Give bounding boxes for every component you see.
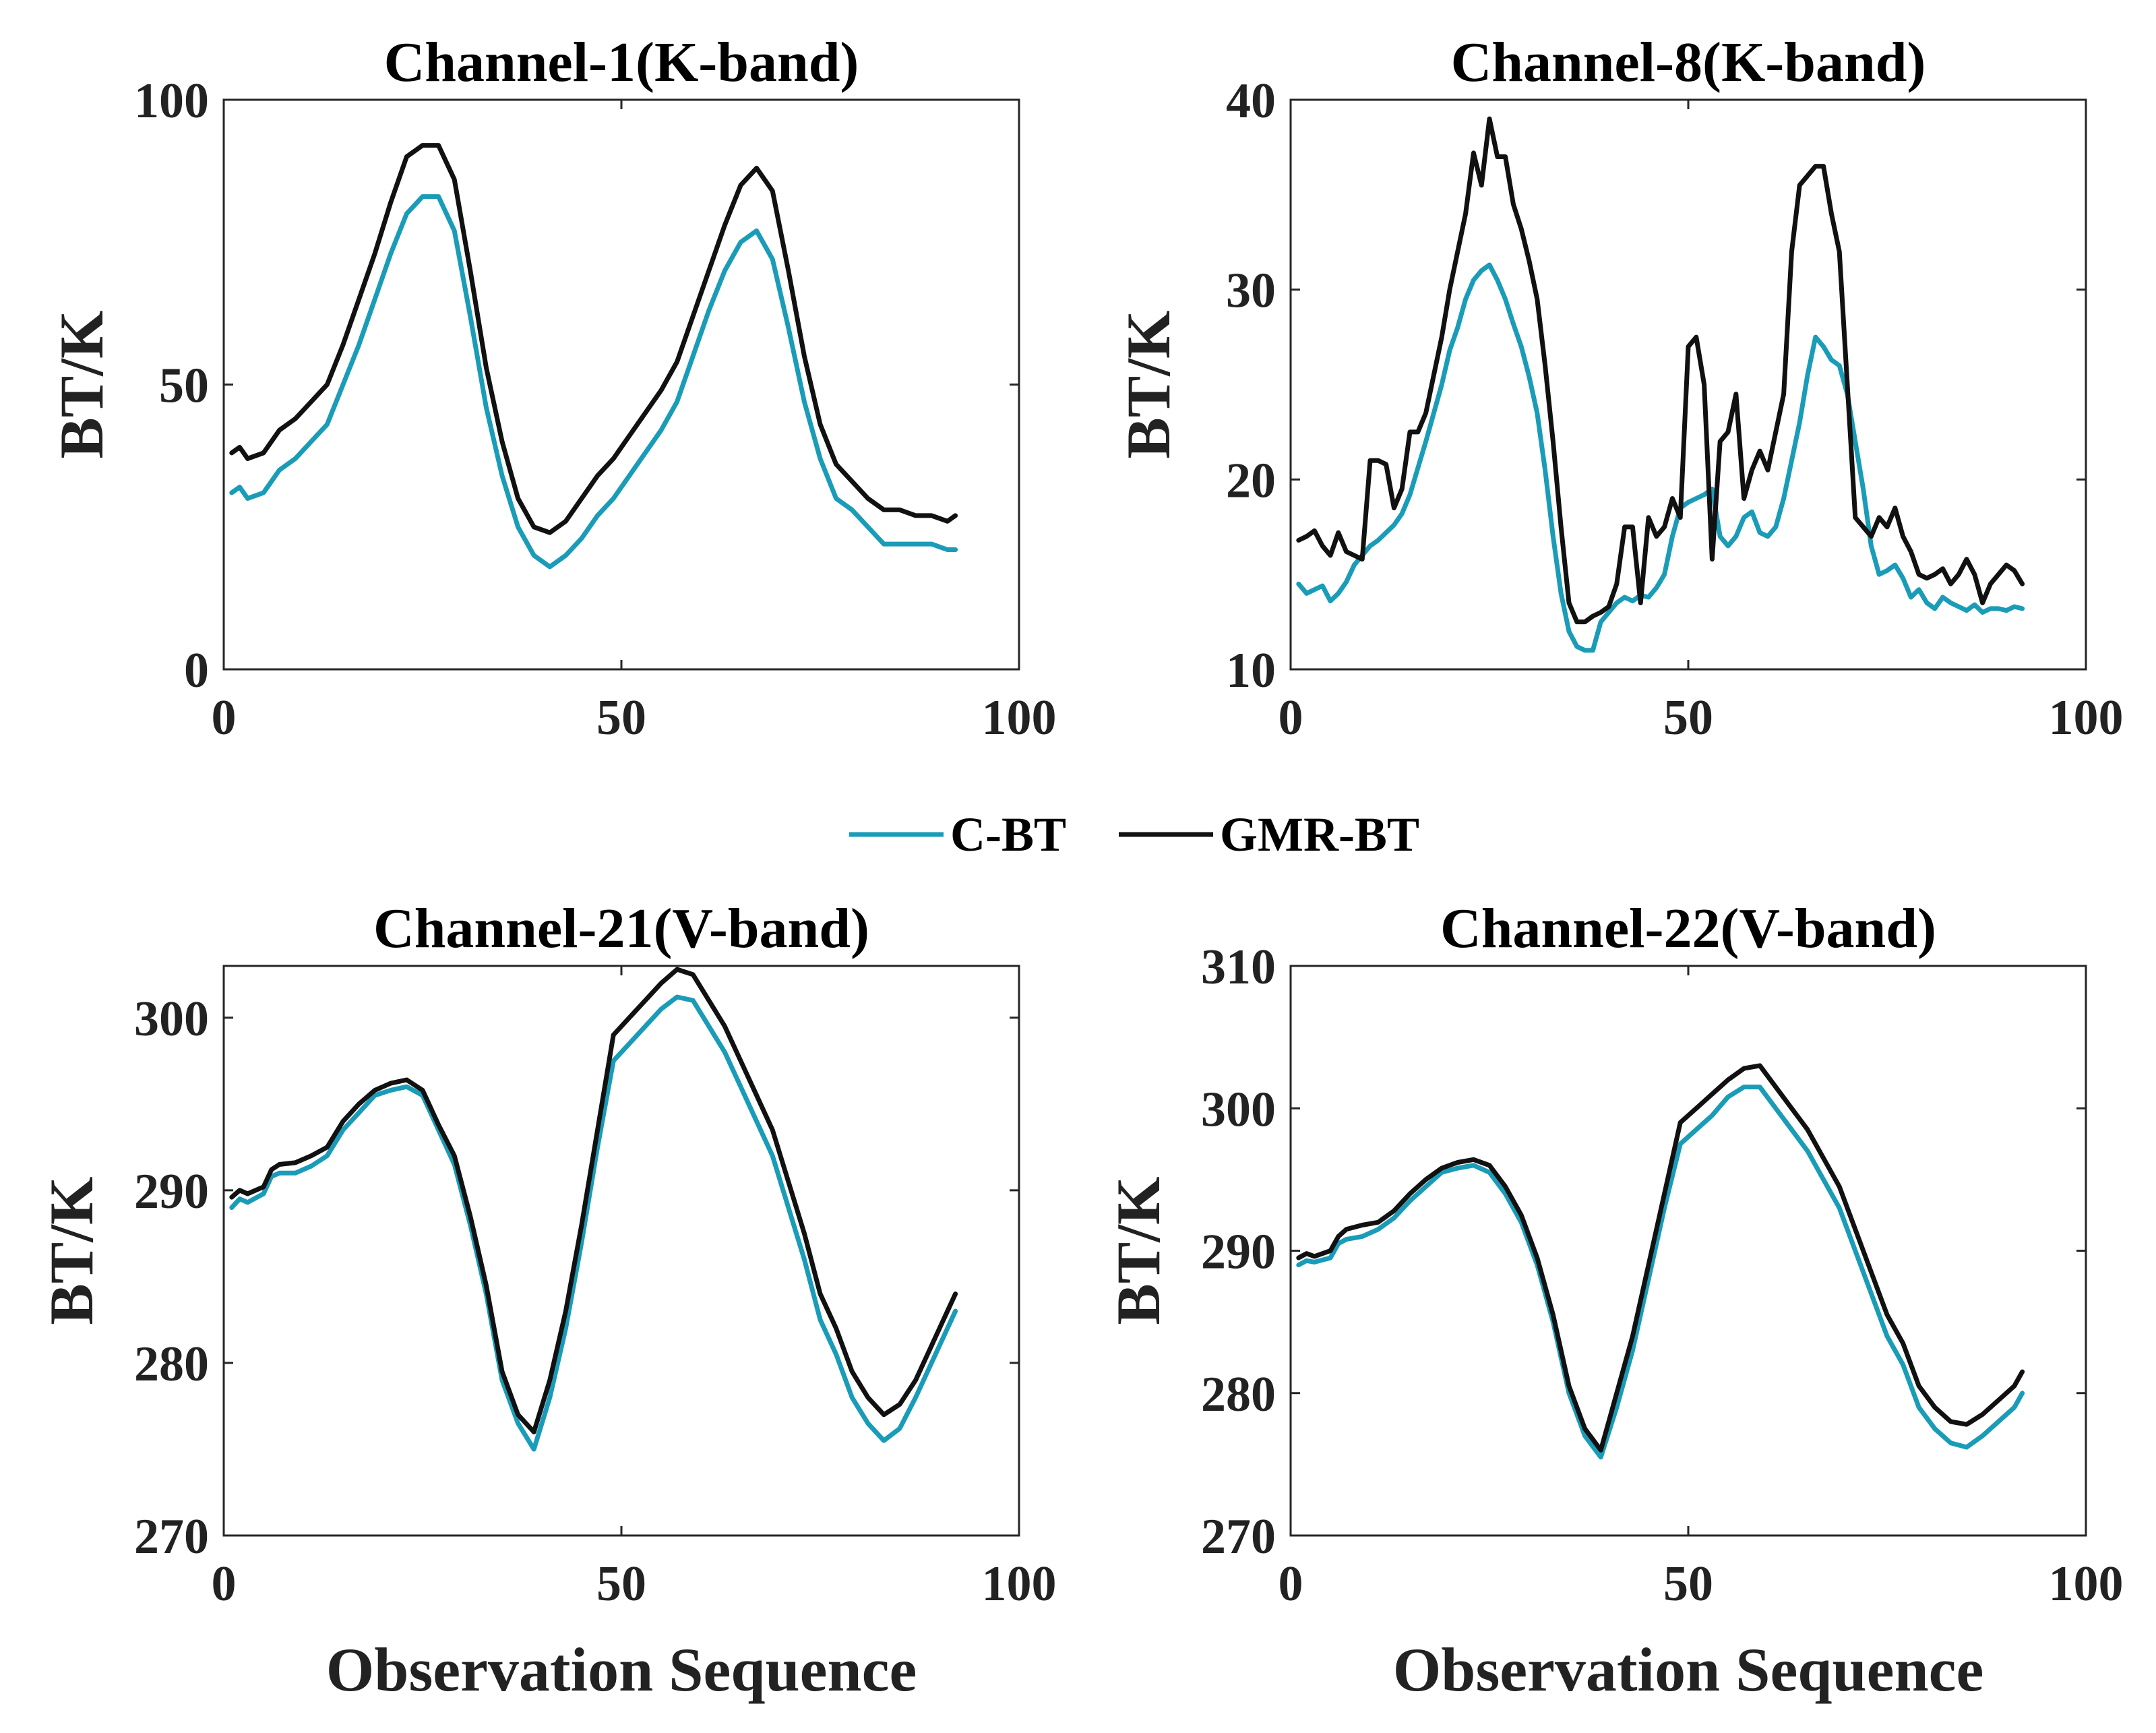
y-tick-label: 300	[1201, 1082, 1276, 1137]
chart-title: Channel-1(K-band)	[384, 31, 859, 94]
series-line-c-bt	[229, 994, 958, 1452]
legend-label-c-bt: C-BT	[950, 808, 1066, 861]
chart-panel-channel-21: Channel-21(V-band) 0 50 100 270 280 290 300 BT/K…	[37, 897, 1057, 1704]
x-tick-label: 0	[1279, 1556, 1303, 1612]
y-axis-label: BT/K	[37, 1177, 106, 1325]
y-tick-label: 30	[1226, 264, 1276, 319]
y-tick-label: 40	[1226, 73, 1276, 129]
y-tick-label: 280	[134, 1337, 209, 1392]
chart-title: Channel-21(V-band)	[373, 897, 869, 960]
y-tick-label: 290	[134, 1164, 209, 1219]
series-line-gmr-bt	[229, 967, 958, 1434]
y-tick-label: 300	[134, 992, 209, 1047]
chart-panel-channel-8: Channel-8(K-band) 0 50 100 10 20 30 40 BT/K	[1114, 31, 2124, 746]
plot-area	[1289, 965, 2087, 1537]
chart-panel-channel-22: Channel-22(V-band) 0 50 100 270 280 290 300 310 B…	[1104, 897, 2124, 1704]
y-axis-label: BT/K	[47, 311, 116, 459]
x-tick-label: 100	[2049, 1556, 2124, 1612]
y-tick-label: 100	[134, 73, 209, 129]
x-tick-label: 100	[2049, 690, 2124, 746]
chart-title: Channel-22(V-band)	[1440, 897, 1936, 960]
y-tick-label: 0	[184, 643, 209, 698]
x-tick-label: 50	[1663, 1556, 1713, 1612]
chart-panel-channel-1: Channel-1(K-band) 0 50 100 0 50 100 BT/K	[47, 31, 1057, 746]
y-axis-label: BT/K	[1104, 1177, 1173, 1325]
series-line-gmr-bt	[1296, 116, 2025, 625]
y-tick-label: 270	[1201, 1509, 1276, 1564]
legend: C-BT GMR-BT	[849, 808, 1419, 861]
series-line-gmr-bt	[1296, 1063, 2025, 1453]
y-axis-label: BT/K	[1114, 311, 1183, 459]
y-tick-label: 10	[1226, 643, 1276, 698]
series-line-c-bt	[1296, 262, 2025, 653]
series-line-c-bt	[1296, 1085, 2025, 1460]
series-line-c-bt	[229, 194, 958, 570]
plot-area	[222, 98, 1020, 671]
x-tick-label: 50	[1663, 690, 1713, 746]
x-tick-label: 0	[1279, 690, 1303, 746]
x-tick-label: 100	[982, 1556, 1057, 1612]
y-tick-label: 20	[1226, 453, 1276, 508]
series-line-gmr-bt	[229, 143, 958, 535]
y-tick-label: 290	[1201, 1225, 1276, 1280]
y-tick-label: 310	[1201, 940, 1276, 995]
x-tick-label: 50	[596, 1556, 646, 1612]
y-tick-label: 50	[159, 359, 209, 414]
y-tick-label: 280	[1201, 1367, 1276, 1422]
x-tick-label: 0	[212, 1556, 237, 1612]
chart-title: Channel-8(K-band)	[1451, 31, 1926, 94]
x-tick-label: 0	[212, 690, 237, 746]
y-tick-label: 270	[134, 1509, 209, 1564]
x-tick-label: 100	[982, 690, 1057, 746]
legend-label-gmr-bt: GMR-BT	[1220, 808, 1419, 861]
x-axis-label: Observation Sequence	[326, 1635, 917, 1704]
x-axis-label: Observation Sequence	[1393, 1635, 1984, 1704]
x-tick-label: 50	[596, 690, 646, 746]
